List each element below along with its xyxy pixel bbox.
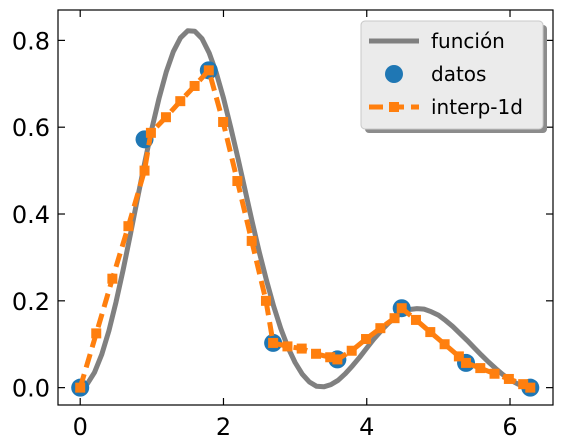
- interp-point: [75, 382, 86, 393]
- x-tick-label: 6: [502, 413, 517, 441]
- interp-point: [361, 334, 372, 345]
- x-tick-label: 0: [73, 413, 88, 441]
- legend-datos-swatch: [385, 65, 403, 83]
- interp-point: [425, 327, 436, 338]
- interp-point: [296, 343, 307, 354]
- interp-point: [346, 345, 357, 356]
- interp-point: [489, 368, 500, 379]
- legend-interp-marker: [389, 102, 399, 112]
- y-tick-label: 0.0: [12, 375, 50, 403]
- interp-point: [246, 235, 257, 246]
- interp-point: [325, 352, 336, 363]
- interp-point: [389, 313, 400, 324]
- interp-point: [410, 314, 421, 325]
- interp-point: [189, 80, 200, 91]
- legend-funcion-label: función: [431, 29, 505, 53]
- y-tick-label: 0.6: [12, 114, 50, 142]
- plot-frame: [57, 9, 554, 406]
- x-tick-label: 2: [216, 413, 231, 441]
- series-funcion-line: [77, 28, 533, 391]
- interp-point: [203, 65, 214, 76]
- legend: función datos interp-1d: [360, 20, 547, 133]
- interp-point: [160, 112, 171, 123]
- y-tick-label: 0.2: [12, 288, 50, 316]
- interp-point: [461, 357, 472, 368]
- interp-point: [268, 337, 279, 348]
- interp-point: [453, 351, 464, 362]
- interp-point: [218, 116, 229, 127]
- interp-point: [439, 339, 450, 350]
- interp-point: [518, 379, 529, 390]
- interp-point: [396, 303, 407, 314]
- interp-point: [175, 96, 186, 107]
- interp-point: [145, 127, 156, 138]
- interp-point: [475, 363, 486, 374]
- interp-point: [332, 354, 343, 365]
- interp-point: [123, 221, 134, 232]
- y-tick-label: 0.4: [12, 201, 50, 229]
- y-tick-label: 0.8: [12, 27, 50, 55]
- x-tick-label: 4: [359, 413, 374, 441]
- interp-point: [260, 295, 271, 306]
- legend-interp-label: interp-1d: [431, 95, 523, 119]
- series-layer: [71, 28, 540, 397]
- interp-point: [311, 348, 322, 359]
- interp-point: [525, 382, 536, 393]
- axis-ticks: 0 2 4 6 0.0 0.2 0.4 0.6 0.8: [12, 10, 553, 441]
- interp-point: [375, 323, 386, 334]
- legend-datos-label: datos: [431, 62, 486, 86]
- interp-point: [232, 176, 243, 187]
- interp-point: [91, 328, 102, 339]
- interp-point: [107, 273, 118, 284]
- interp-point: [503, 373, 514, 384]
- interp-point: [139, 165, 150, 176]
- legend-box: [360, 20, 544, 130]
- interp-point: [282, 341, 293, 352]
